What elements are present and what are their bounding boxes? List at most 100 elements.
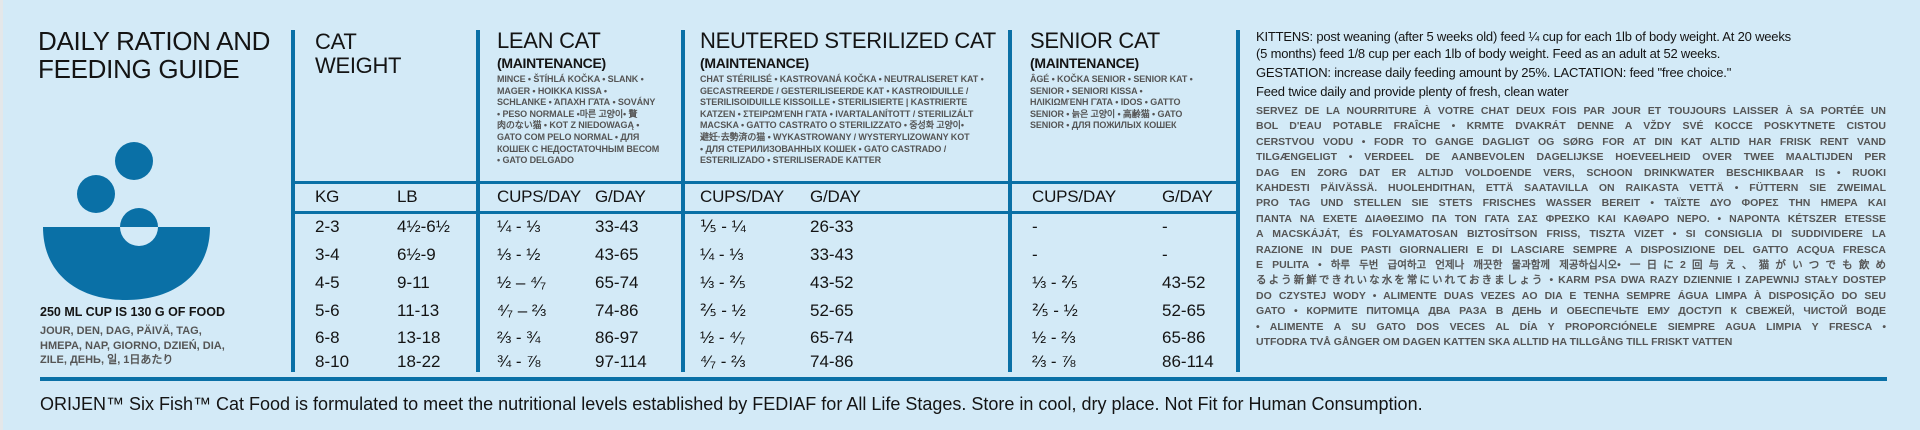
text-line: SENIOR • 늙은 고양이 • 高齢猫 • GATO [1030,108,1183,119]
text-line: HMEPA, NAP, GIORNO, DZIEŃ, DIA, [40,339,225,352]
text-line: ΠΑΝΤΑ ΝΑ ΕΧΕΤΕ ΔΙΑΘΕΣΙΜΟ ΠΑ ΤΟΝ ΓΑΤΑ ΣΑΣ… [1256,212,1886,225]
neutered-cups-header: CUPS/DAY [700,187,785,206]
text-line: WEIGHT [315,53,402,78]
header-divider [293,211,1237,214]
cell-kg: 5-6 [315,301,340,320]
text-line: KAHDESTI PÄIVÄSSÄ. HUOLEHDITHAN, ETTÄ SA… [1256,182,1886,195]
feeding-notes: KITTENS: post weaning (after 5 weeks old… [1256,28,1791,100]
text-line: 避妊·去勢済の猫 • WYKASTROWANY / WYSTERYLIZOWAN… [700,131,970,142]
cell-senior-cups: ⅖ - ½ [1032,301,1078,320]
cell-neut-cups: ½ - ⁴⁄₇ [700,328,746,347]
cell-lb: 4½-6½ [397,217,450,236]
cell-neut-cups: ⅕ - ¼ [700,217,746,236]
note-line: KITTENS: post weaning (after 5 weeks old… [1256,29,1791,44]
cell-lean-g: 33-43 [595,217,639,236]
cell-lean-g: 43-65 [595,245,639,264]
neutered-cat-heading: NEUTERED STERILIZED CAT [700,28,996,53]
text-line: A MACSKÁJÁT, ÉS FOLYAMATOSAN BIZTOSÍTSON… [1256,228,1886,241]
text-line: 肉のない猫 • KOT Z NIEDOWAGĄ • [497,120,640,131]
divider [476,30,480,372]
cell-lb: 18-22 [397,352,441,371]
note-line: GESTATION: increase daily feeding amount… [1256,65,1732,80]
text-line: GATO • КОРМИТЕ ПИТОМЦА ДВА РАЗА В ДЕНЬ И… [1256,305,1886,318]
edge-strip [0,0,3,430]
cell-senior-g: 65-86 [1162,328,1206,347]
text-line: ΗΛΙΚΙΩΜΈΝΗ ΓΆΤΑ • IDOS • GATTO [1030,97,1181,108]
cell-lean-cups: ⅓ - ½ [497,245,541,264]
cell-lean-g: 65-74 [595,273,639,292]
cell-neut-g: 26-33 [810,217,854,236]
text-line: JOUR, DEN, DAG, PÄIVÄ, TAG, [40,325,202,337]
text-line: SENIOR • ДЛЯ ПОЖИЛЫХ КОШЕК [1030,120,1177,131]
text-line: • ALIMENTE A SU GATO DOS VECES AL DÍA Y … [1256,320,1886,333]
text-line: FEEDING GUIDE [38,54,240,84]
text-line: TILGÆNGELIGT • VERDEEL DE AANBEVOLEN DAG… [1256,151,1886,164]
text-line: RAZIONE IN DUE PASTI GIORNALIERI E DI LA… [1256,243,1886,256]
cell-neut-cups: ⅖ - ½ [700,301,746,320]
kg-header: KG [315,187,340,206]
cell-kg: 2-3 [315,217,340,236]
cell-lean-cups: ⅔ - ¾ [497,328,541,347]
text-line: SCHLANKE • ΆΠΑΧΗ ΓΆΤΑ • SOVÁNY [497,97,656,108]
lean-cat-translations: MINCE • ŠTÍHLÁ KOČKA • SLANK • MAGER • HO… [497,74,659,167]
cell-neut-g: 33-43 [810,245,854,264]
text-line: CAT [315,29,357,54]
cell-senior-cups: ⅔ - ⅞ [1032,352,1076,371]
cell-neut-cups: ⁴⁄₇ - ⅔ [700,352,746,371]
cell-senior-g: - [1162,245,1168,264]
text-line: SENIOR • SENIORI KISSA • [1030,85,1143,96]
text-line: るよう新鮮できれいな水を常にいれておきましょう • KARM PSA DWA R… [1256,274,1886,287]
cell-neut-cups: ⅓ - ⅖ [700,273,746,292]
senior-cat-translations: ÂGÉ • KOČKA SENIOR • SENIOR KAT • SENIOR … [1030,74,1193,132]
text-line: STERILISOIDUILLE KISSOILLE • STERILISIER… [700,97,968,108]
cell-neut-g: 74-86 [810,352,854,371]
text-line: KATZEN • ΣΤΕΙΡΩΜΈΝΗ ΓΆΤΑ • IVARTALANÍTOT… [700,108,974,119]
cell-neut-g: 52-65 [810,301,854,320]
cell-kg: 4-5 [315,273,340,292]
cell-kg: 6-8 [315,328,340,347]
note-line: (5 months) feed 1/8 cup per each 1lb of … [1256,46,1721,61]
text-line: DO CZYSTEJ WODY • ALIMENTE DUAS VEZES AO… [1256,289,1886,302]
divider [681,30,685,372]
cell-kg: 8-10 [315,352,350,371]
cell-lb: 6½-9 [397,245,436,264]
cell-senior-g: 52-65 [1162,301,1206,320]
feeding-notes-translations: SERVEZ DE LA NOURRITURE À VOTRE CHAT DEU… [1256,104,1886,351]
lean-cat-subtitle: (MAINTENANCE) [497,55,606,71]
text-line: DAILY RATION AND [38,26,271,56]
cell-neut-g: 43-52 [810,273,854,292]
cup-conversion-note: 250 ML CUP IS 130 G OF FOOD [40,305,226,319]
cell-lb: 11-13 [397,301,440,320]
text-line: • GATO DELGADO [497,155,574,166]
lean-cat-heading: LEAN CAT [497,28,601,53]
senior-cat-subtitle: (MAINTENANCE) [1030,55,1139,71]
lean-g-header: G/DAY [595,187,646,206]
cell-lean-cups: ¼ - ⅓ [497,217,541,236]
text-line: ZILE, ДЕНЬ, 일, 1日あたり [40,354,174,366]
text-line: • PESO NORMALE •마른 고양이• 贅 [497,108,638,119]
text-line: MINCE • ŠTÍHLÁ KOČKA • SLANK • [497,74,644,84]
cell-neut-g: 65-74 [810,328,854,347]
cell-lb: 13-18 [397,328,441,347]
cell-lean-cups: ½ – ⁴⁄₇ [497,273,547,292]
text-line: MAGER • HOIKKA KISSA • [497,85,607,96]
divider [291,30,295,372]
cell-senior-cups: - [1032,217,1038,236]
cell-senior-g: - [1162,217,1168,236]
text-line: MACSKA • GATTO CASTRATO O STERILIZZATO •… [700,120,964,131]
text-line: UTFODRA TVÅ GÅNGER OM DAGEN KATTEN SKA A… [1256,336,1733,349]
text-line: DAG EN ZORG DAT ER ALTIJD VOLDOENDE VERS… [1256,166,1886,179]
cell-senior-g: 43-52 [1162,273,1206,292]
text-line: ESTERILIZADO • STERILISERADE KATTER [700,155,881,166]
text-line: GECASTREERDE / GESTERILISEERDE KAT • KAS… [700,85,969,96]
cell-lean-g: 97-114 [595,352,647,371]
text-line: PRO TAG UND STELLEN SIE STETS FRISCHES W… [1256,197,1886,210]
cell-senior-g: 86-114 [1162,352,1214,371]
text-line: ÂGÉ • KOČKA SENIOR • SENIOR KAT • [1030,74,1193,84]
lb-header: LB [397,187,418,206]
cell-senior-cups: ⅓ - ⅖ [1032,273,1078,292]
text-line: CHAT STÉRILISÉ • KASTROVANÁ KOČKA • NEUT… [700,74,984,84]
cell-senior-cups: ½ - ⅔ [1032,328,1076,347]
senior-g-header: G/DAY [1162,187,1213,206]
header-divider [293,181,1237,184]
